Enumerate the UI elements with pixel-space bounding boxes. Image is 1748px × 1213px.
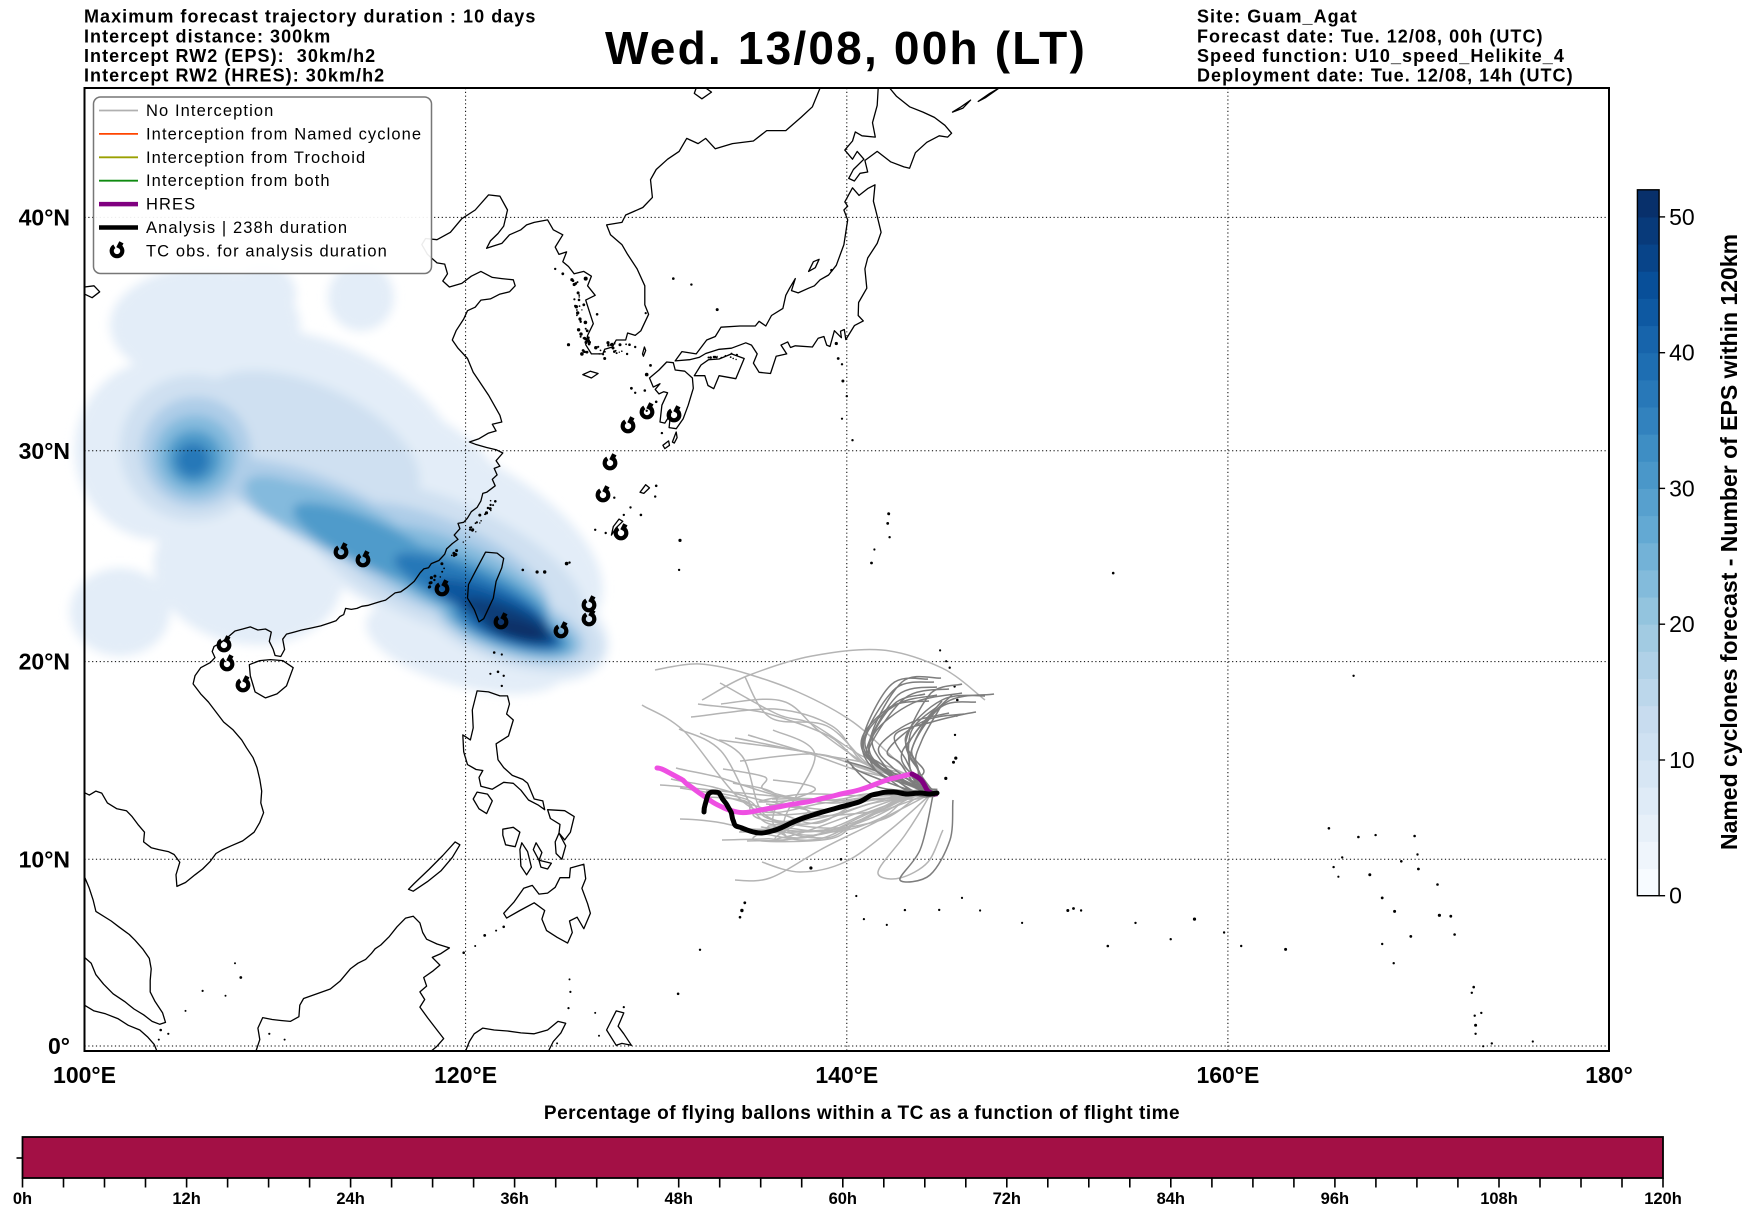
svg-text:Interception from both: Interception from both: [146, 172, 331, 190]
svg-text:30: 30: [1669, 475, 1695, 501]
svg-text:Forecast date: Tue. 12/08, 00h: Forecast date: Tue. 12/08, 00h (UTC): [1197, 26, 1544, 46]
svg-text:160°E: 160°E: [1196, 1062, 1259, 1088]
svg-text:Intercept distance: 300km: Intercept distance: 300km: [84, 26, 331, 46]
svg-text:Named cyclones forecast - Numb: Named cyclones forecast - Number of EPS …: [1716, 234, 1742, 850]
svg-text:Interception from Trochoid: Interception from Trochoid: [146, 149, 366, 167]
svg-text:Interception from Named cyclon: Interception from Named cyclone: [146, 125, 422, 143]
svg-text:180°: 180°: [1585, 1062, 1633, 1088]
svg-text:10°N: 10°N: [19, 846, 70, 872]
svg-text:10: 10: [1669, 747, 1695, 773]
svg-text:20°N: 20°N: [19, 649, 70, 675]
svg-text:Percentage of flying ballons w: Percentage of flying ballons within a TC…: [544, 1103, 1180, 1124]
svg-text:30°N: 30°N: [19, 438, 70, 464]
svg-text:96h: 96h: [1321, 1190, 1349, 1208]
svg-text:Intercept RW2 (EPS): 30km/h2: Intercept RW2 (EPS): 30km/h2: [84, 46, 376, 66]
svg-text:36h: 36h: [500, 1190, 528, 1208]
svg-text:20: 20: [1669, 611, 1695, 637]
svg-text:40: 40: [1669, 340, 1695, 366]
svg-text:40°N: 40°N: [19, 204, 70, 230]
svg-text:60h: 60h: [829, 1190, 857, 1208]
svg-text:Analysis | 238h duration: Analysis | 238h duration: [146, 219, 348, 237]
svg-text:120°E: 120°E: [434, 1062, 497, 1088]
svg-text:140°E: 140°E: [815, 1062, 878, 1088]
svg-text:Wed. 13/08, 00h (LT): Wed. 13/08, 00h (LT): [605, 22, 1087, 74]
svg-text:0°: 0°: [48, 1033, 70, 1059]
svg-text:HRES: HRES: [146, 196, 196, 214]
svg-text:108h: 108h: [1480, 1190, 1518, 1208]
svg-text:Deployment date: Tue. 12/08, 1: Deployment date: Tue. 12/08, 14h (UTC): [1197, 66, 1574, 86]
svg-text:0h: 0h: [13, 1190, 32, 1208]
svg-text:84h: 84h: [1157, 1190, 1185, 1208]
svg-text:48h: 48h: [664, 1190, 692, 1208]
svg-text:72h: 72h: [993, 1190, 1021, 1208]
svg-text:Speed function: U10_speed_Heli: Speed function: U10_speed_Helikite_4: [1197, 46, 1565, 66]
svg-text:Intercept RW2 (HRES): 30km/h2: Intercept RW2 (HRES): 30km/h2: [84, 66, 385, 86]
svg-text:Maximum forecast trajectory du: Maximum forecast trajectory duration : 1…: [84, 7, 536, 27]
svg-text:Site: Guam_Agat: Site: Guam_Agat: [1197, 7, 1358, 27]
svg-text:12h: 12h: [172, 1190, 200, 1208]
svg-text:50: 50: [1669, 204, 1695, 230]
svg-text:24h: 24h: [336, 1190, 364, 1208]
svg-text:100°E: 100°E: [53, 1062, 116, 1088]
svg-text:TC obs. for analysis duration: TC obs. for analysis duration: [146, 242, 388, 260]
svg-text:0: 0: [1669, 883, 1682, 909]
svg-text:No Interception: No Interception: [146, 102, 274, 120]
svg-text:120h: 120h: [1644, 1190, 1682, 1208]
